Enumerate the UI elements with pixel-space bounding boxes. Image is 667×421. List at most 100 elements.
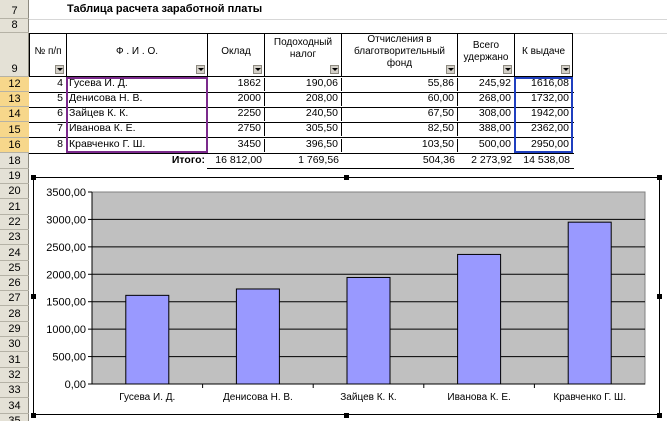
filter-dropdown-icon[interactable] (330, 65, 339, 74)
header-name-label: Ф . И . О. (115, 46, 159, 57)
cell-tax[interactable]: 190,06 (264, 78, 342, 91)
cell-charity[interactable]: 55,86 (341, 78, 458, 91)
chart-resize-handle[interactable] (657, 175, 662, 180)
row-header[interactable]: 20 (0, 184, 29, 200)
row-header[interactable]: 25 (0, 261, 29, 276)
bar[interactable] (567, 221, 612, 385)
cell-tax[interactable]: 396,50 (264, 139, 342, 152)
cell-charity[interactable]: 67,50 (341, 108, 458, 121)
filter-dropdown-icon[interactable] (561, 65, 570, 74)
cell-ded[interactable]: 268,00 (457, 93, 515, 106)
row-border (29, 92, 574, 93)
cell-num[interactable]: 7 (29, 123, 67, 136)
sheet-title[interactable]: Таблица расчета заработной платы (67, 4, 263, 15)
header-charity-line3: фонд (386, 58, 413, 69)
bar-chart[interactable]: 0,00 500,00 1000,00 1500,00 2000,00 2500,00 30… (34, 178, 659, 414)
chart-resize-handle[interactable] (31, 413, 36, 418)
header-payout[interactable]: К выдаче (514, 33, 573, 77)
cell-charity[interactable]: 82,50 (341, 123, 458, 136)
row-header[interactable]: 21 (0, 200, 29, 215)
row-header[interactable]: 30 (0, 337, 29, 353)
row-header[interactable]: 23 (0, 230, 29, 246)
chart-resize-handle[interactable] (344, 175, 349, 180)
totals-payout[interactable]: 14 538,08 (523, 155, 570, 166)
cell-ded[interactable]: 245,92 (457, 78, 515, 91)
totals-charity[interactable]: 504,36 (422, 155, 455, 166)
chart-resize-handle[interactable] (657, 413, 662, 418)
cell-charity[interactable]: 60,00 (341, 93, 458, 106)
cell-num[interactable]: 5 (29, 93, 67, 106)
row-header[interactable]: 7 (0, 0, 29, 19)
chart-resize-handle[interactable] (344, 413, 349, 418)
bar[interactable] (235, 288, 280, 385)
chart-resize-handle[interactable] (657, 294, 662, 299)
cell-charity[interactable]: 103,50 (341, 139, 458, 152)
row-header[interactable]: 18 (0, 153, 29, 169)
bar[interactable] (457, 253, 502, 385)
filter-dropdown-icon[interactable] (446, 65, 455, 74)
cell-salary[interactable]: 2000 (207, 93, 265, 106)
row-header[interactable]: 28 (0, 307, 29, 322)
header-salary[interactable]: Оклад (207, 33, 265, 77)
cell-ded[interactable]: 500,00 (457, 139, 515, 152)
cell-salary[interactable]: 3450 (207, 139, 265, 152)
y-tick-label: 3000,00 (46, 214, 86, 226)
row-header[interactable]: 27 (0, 291, 29, 307)
row-header[interactable]: 22 (0, 215, 29, 230)
cell-num[interactable]: 8 (29, 139, 67, 152)
cell-tax[interactable]: 305,50 (264, 123, 342, 136)
row-header[interactable]: 8 (0, 19, 29, 33)
filter-dropdown-icon[interactable] (503, 65, 512, 74)
cell-salary[interactable]: 1862 (207, 78, 265, 91)
header-tax[interactable]: Подоходный налог (264, 33, 342, 77)
filter-dropdown-icon[interactable] (196, 65, 205, 74)
row-header[interactable]: 31 (0, 353, 29, 368)
header-tax-line2: налог (289, 49, 317, 60)
y-tick-label: 3500,00 (46, 187, 86, 199)
header-deductions[interactable]: Всего удержано (457, 33, 515, 77)
header-num[interactable]: № п/п (29, 33, 67, 77)
payout-range-selection (514, 77, 573, 153)
header-charity[interactable]: Отчисления в благотворительный фонд (341, 33, 458, 77)
header-deductions-line2: удержано (463, 52, 509, 63)
cell-salary[interactable]: 2250 (207, 108, 265, 121)
row-header[interactable]: 29 (0, 322, 29, 337)
bar[interactable] (125, 294, 170, 385)
row-header[interactable]: 19 (0, 169, 29, 184)
cell-ded[interactable]: 388,00 (457, 123, 515, 136)
cell-num[interactable]: 6 (29, 108, 67, 121)
grid-line (29, 19, 667, 20)
totals-tax[interactable]: 1 769,56 (298, 155, 339, 166)
row-header[interactable]: 33 (0, 383, 29, 399)
cell-ded[interactable]: 308,00 (457, 108, 515, 121)
chart-resize-handle[interactable] (31, 175, 36, 180)
filter-dropdown-icon[interactable] (55, 65, 64, 74)
row-header[interactable]: 13 (0, 92, 29, 107)
x-tick-label: Иванова К. Е. (447, 392, 510, 403)
chart-resize-handle[interactable] (31, 294, 36, 299)
chart-area[interactable]: 0,00 500,00 1000,00 1500,00 2000,00 2500,00 30… (33, 177, 660, 415)
row-header[interactable]: 16 (0, 138, 29, 153)
totals-label[interactable]: Итого: (171, 155, 205, 166)
header-name[interactable]: Ф . И . О. (66, 33, 208, 77)
totals-deductions[interactable]: 2 273,92 (471, 155, 512, 166)
row-header[interactable]: 24 (0, 246, 29, 261)
row-border (29, 107, 574, 108)
header-tax-line1: Подоходный (273, 37, 333, 48)
row-header[interactable]: 15 (0, 122, 29, 138)
cell-tax[interactable]: 240,50 (264, 108, 342, 121)
cell-salary[interactable]: 2750 (207, 123, 265, 136)
cell-tax[interactable]: 208,00 (264, 93, 342, 106)
row-header[interactable]: 34 (0, 399, 29, 414)
header-payout-label: К выдаче (521, 46, 566, 57)
cell-num[interactable]: 4 (29, 78, 67, 91)
totals-salary[interactable]: 16 812,00 (215, 155, 262, 166)
row-header[interactable]: 9 (0, 33, 29, 77)
bar[interactable] (346, 276, 391, 385)
row-header[interactable]: 14 (0, 107, 29, 122)
row-header[interactable]: 32 (0, 368, 29, 383)
filter-dropdown-icon[interactable] (253, 65, 262, 74)
row-header[interactable]: 26 (0, 276, 29, 292)
row-header[interactable]: 35 (0, 414, 29, 421)
row-header[interactable]: 12 (0, 77, 29, 92)
